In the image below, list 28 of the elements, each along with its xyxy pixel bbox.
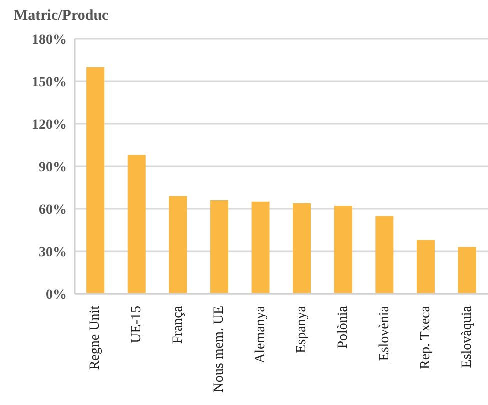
chart-title: Matric/Produc <box>14 8 109 25</box>
x-tick-label: Espanya <box>294 305 310 354</box>
bar <box>293 203 312 294</box>
x-tick-label: Nous mem. UE <box>212 306 228 393</box>
y-tick-label: 60% <box>39 202 67 218</box>
x-tick-label: França <box>170 305 186 344</box>
y-tick-label: 30% <box>39 245 67 260</box>
x-tick-label: Regne Unit <box>88 306 104 370</box>
bar <box>169 196 188 294</box>
y-tick-label: 180% <box>32 32 67 48</box>
x-tick-label: Eslovàquia <box>460 305 475 368</box>
bar <box>252 202 270 294</box>
x-tick-label: UE-15 <box>129 306 144 344</box>
bar <box>210 200 228 294</box>
y-tick-label: 0% <box>46 288 67 303</box>
bar <box>458 247 476 294</box>
x-tick-label: Alemanya <box>253 305 268 364</box>
y-tick-label: 150% <box>32 75 67 90</box>
x-tick-label: Rep. Txeca <box>418 305 434 370</box>
y-tick-label: 90% <box>39 160 67 176</box>
bar <box>86 67 105 294</box>
bar <box>128 155 146 294</box>
x-tick-label: Polònia <box>336 305 351 349</box>
bar <box>416 240 435 294</box>
x-tick-label: Eslovènia <box>377 305 392 362</box>
bar <box>334 206 352 294</box>
y-tick-label: 120% <box>32 118 67 133</box>
bar <box>376 216 394 294</box>
